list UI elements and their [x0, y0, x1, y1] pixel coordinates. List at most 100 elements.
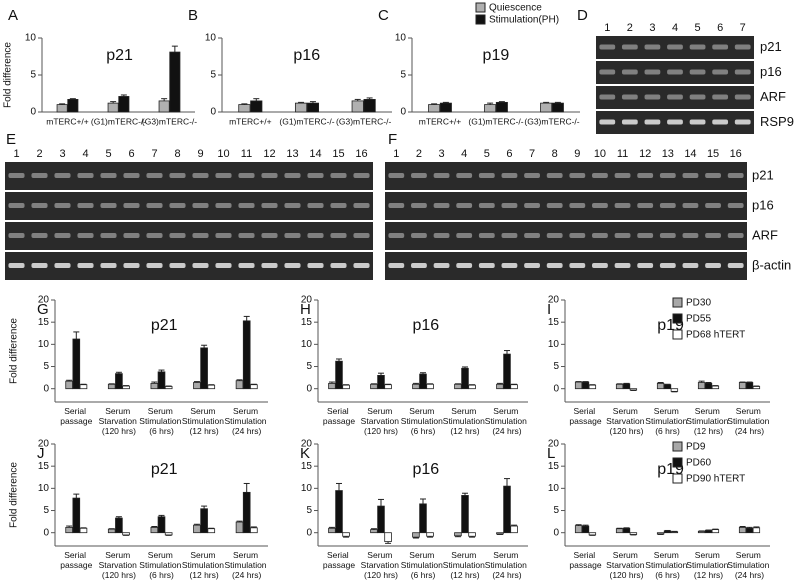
lane-number: 9 [574, 148, 580, 160]
chart-title: p21 [151, 461, 178, 478]
panel-letter: H [300, 301, 311, 318]
x-tick-label: Serum Starvation (120 hrs) [99, 550, 140, 580]
bar [79, 527, 88, 534]
gel-band [31, 203, 48, 208]
gel-band [637, 233, 654, 238]
gel-band [77, 263, 94, 268]
x-tick-label: Serum Stimulation (6 hrs) [645, 550, 689, 580]
x-tick-label: Serial passage [323, 550, 355, 570]
gel-band [238, 203, 255, 208]
panel-letter: J [37, 445, 45, 462]
gel-band [433, 233, 450, 238]
panel-letter: D [577, 7, 588, 24]
panel-letter: E [6, 131, 16, 148]
bar [496, 532, 504, 535]
y-tick-label: 15 [38, 317, 50, 328]
bar [67, 99, 79, 113]
gel-band [682, 203, 699, 208]
legend-swatch [672, 441, 683, 452]
gel-band [284, 263, 301, 268]
gel-band [705, 173, 721, 178]
x-tick-label: Serum Stimulation (6 hrs) [401, 550, 445, 580]
gel-band [330, 173, 347, 178]
gel-band [307, 203, 324, 208]
gel-band [569, 203, 586, 208]
bar [384, 384, 392, 390]
lane-number: 10 [594, 148, 606, 160]
gel-band [146, 203, 163, 208]
bar [242, 320, 251, 390]
y-tick-label: 10 [205, 33, 217, 44]
bar [711, 385, 720, 390]
y-tick-label: 20 [548, 439, 560, 450]
lane-number: 3 [649, 22, 655, 34]
y-tick-label: 0 [306, 383, 312, 394]
bar [496, 383, 504, 390]
gel-band [261, 263, 278, 268]
legend-swatch [475, 14, 486, 25]
lane-number: 6 [506, 148, 512, 160]
y-axis-label: Fold difference [9, 462, 20, 528]
x-tick-label: Serial passage [60, 406, 92, 426]
gel-band [100, 203, 117, 208]
gel-band [77, 173, 94, 178]
gel-band [31, 173, 48, 178]
lane-number: 12 [639, 148, 651, 160]
legend-swatch [672, 473, 683, 484]
gel-row-label: β-actin [752, 257, 791, 272]
legend-label: Quiescence [489, 3, 542, 14]
gel-band [478, 263, 495, 268]
gel-band [215, 173, 232, 178]
lane-number: 1 [604, 22, 610, 34]
y-tick-label: 10 [548, 483, 560, 494]
gel-band [31, 233, 48, 238]
legend-label: PD68 hTERT [686, 330, 745, 341]
gel-band [546, 203, 563, 208]
gel-band [599, 44, 616, 50]
bar [107, 102, 119, 113]
gel-band [261, 173, 278, 178]
bar [363, 99, 376, 113]
gel-band [667, 94, 683, 100]
gel-band [411, 173, 427, 178]
legend-swatch [475, 2, 486, 13]
y-tick-label: 5 [553, 361, 559, 372]
bar [663, 384, 672, 390]
bar [122, 532, 130, 536]
gel-band [353, 173, 370, 178]
lane-number: 16 [355, 148, 367, 160]
bar [377, 505, 385, 534]
bar [622, 527, 631, 534]
gel-band [388, 203, 405, 208]
y-tick-label: 10 [301, 483, 313, 494]
gel-band [621, 69, 638, 75]
bar [588, 384, 597, 390]
gel-band [621, 94, 638, 100]
lane-number: 8 [552, 148, 558, 160]
gel-row-label: p21 [760, 39, 782, 54]
lane-number: 10 [217, 148, 229, 160]
bar [200, 347, 208, 390]
bar [306, 102, 320, 113]
gel-band [659, 263, 676, 268]
panel-letter: F [388, 131, 397, 148]
legend-swatch [672, 313, 683, 324]
bar [510, 384, 518, 390]
x-tick-label: (G3)mTERC-/- [524, 116, 579, 126]
gel-band [433, 173, 450, 178]
gel-band [659, 173, 676, 178]
lane-number: 15 [332, 148, 344, 160]
gel-band [689, 94, 706, 100]
gel-strip [5, 162, 373, 190]
bar [370, 529, 378, 534]
gel-band [614, 233, 631, 238]
gel-band [599, 94, 616, 100]
bar [574, 381, 583, 390]
lane-number: 5 [105, 148, 111, 160]
x-tick-label: Serum Stimulation (12 hrs) [686, 550, 730, 580]
gel-band [456, 203, 473, 208]
bar [428, 104, 441, 113]
gel-band [478, 233, 495, 238]
bar [328, 382, 336, 390]
legend-label: PD9 [686, 442, 706, 453]
